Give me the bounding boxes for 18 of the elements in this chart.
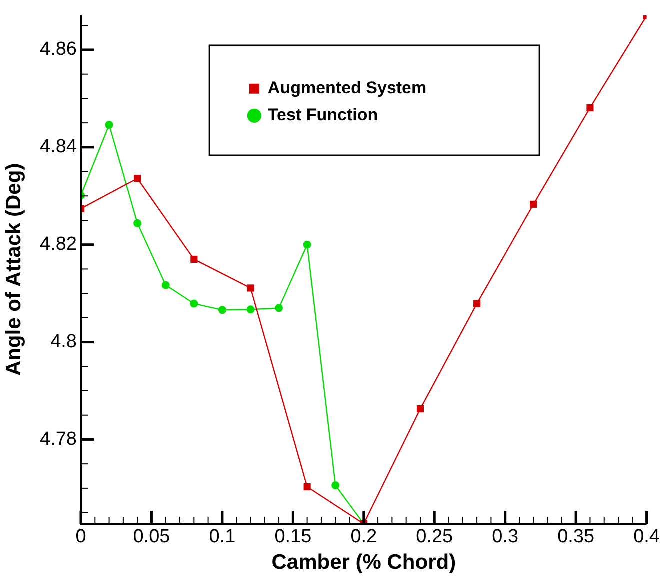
x-tick-label: 0.35 [558, 526, 595, 548]
x-tick-label: 0 [76, 526, 86, 548]
y-axis-title: Angle of Attack (Deg) [2, 163, 26, 376]
y-tick-label: 4.82 [40, 234, 77, 256]
y-tick-label: 4.84 [40, 136, 78, 158]
y-tick-label: 4.86 [40, 39, 77, 60]
x-tick-label: 0.2 [350, 526, 378, 548]
x-tick-label: 0.05 [133, 526, 170, 548]
legend-label: Augmented System [268, 78, 427, 98]
y-tick-label: 4.8 [50, 332, 77, 353]
x-tick-label: 0.4 [634, 526, 660, 548]
x-tick-label: 0.1 [209, 526, 236, 548]
x-tick-label: 0.25 [416, 526, 454, 548]
x-tick-label: 0.15 [274, 526, 312, 548]
legend-label: Test Function [268, 106, 378, 125]
y-tick-label: 4.78 [40, 428, 77, 450]
x-axis-title: Camber (% Chord) [272, 551, 456, 574]
x-tick-label: 0.3 [492, 526, 519, 548]
